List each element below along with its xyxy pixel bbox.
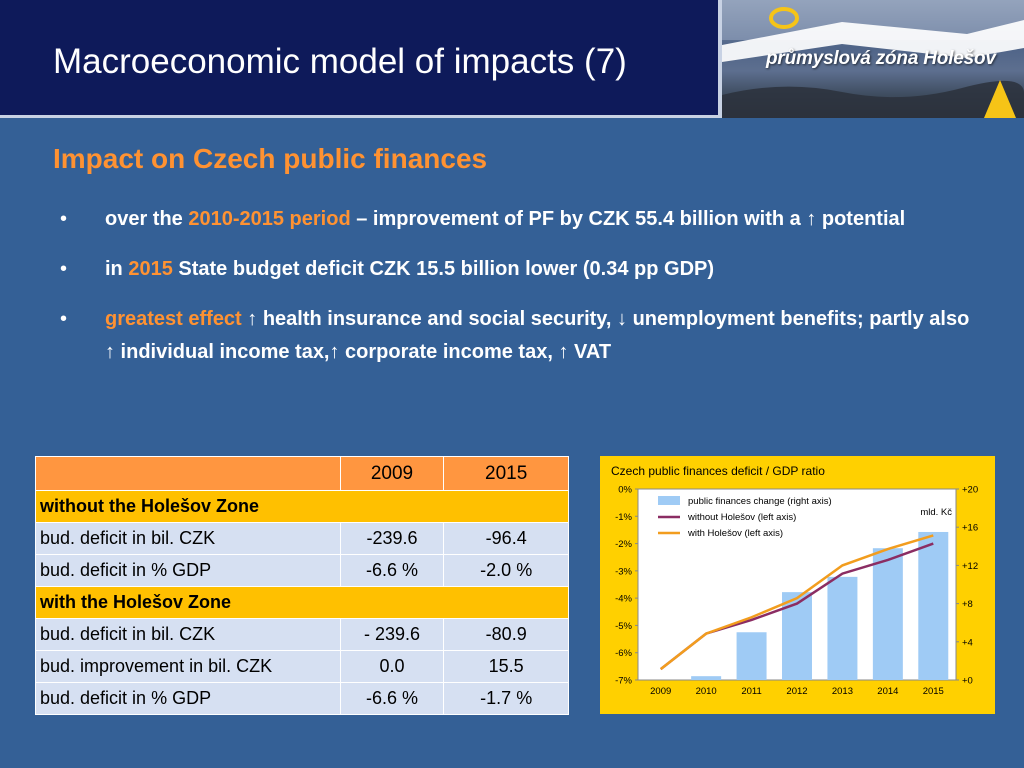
table-cell: -80.9 bbox=[443, 618, 569, 651]
right-axis-tick-label: +8 bbox=[962, 599, 973, 610]
bullet-text-segment: – improvement of PF by CZK 55.4 billion … bbox=[350, 208, 807, 230]
right-axis-tick-label: +16 bbox=[962, 523, 978, 534]
table-cell: -6.6 % bbox=[339, 682, 445, 715]
bullet-highlight: 2010-2015 period bbox=[188, 208, 351, 230]
bar bbox=[872, 548, 903, 680]
chart-title: Czech public finances deficit / GDP rati… bbox=[611, 464, 825, 478]
table-cell-label: bud. deficit in bil. CZK bbox=[35, 618, 341, 651]
table-cell: -239.6 bbox=[339, 522, 445, 555]
bar bbox=[782, 592, 812, 680]
bullet-text-segment: in bbox=[105, 258, 129, 280]
left-axis-tick-label: -7% bbox=[615, 676, 632, 687]
page-title: Macroeconomic model of impacts (7) bbox=[53, 42, 627, 81]
bullet-text-segment: potential bbox=[816, 208, 906, 230]
header-divider bbox=[718, 0, 722, 118]
bullet-item: • in 2015 State budget deficit CZK 15.5 … bbox=[60, 253, 980, 286]
up-arrow-icon: ↑ bbox=[806, 208, 817, 230]
legend-swatch bbox=[658, 496, 680, 505]
bullet-highlight: 2015 bbox=[128, 258, 173, 280]
bullet-item: • over the 2010-2015 period – improvemen… bbox=[60, 203, 980, 236]
table-row: bud. improvement in bil. CZK 0.0 15.5 bbox=[35, 650, 569, 683]
left-axis-tick-label: -6% bbox=[615, 648, 632, 659]
bullet-dot: • bbox=[60, 208, 68, 230]
bullet-item: • greatest effect ↑ health insurance and… bbox=[60, 303, 980, 369]
right-axis-tick-label: +0 bbox=[962, 676, 973, 687]
left-axis-tick-label: -3% bbox=[615, 566, 632, 577]
x-axis-tick-label: 2015 bbox=[923, 686, 944, 697]
header-bar: Macroeconomic model of impacts (7) průmy… bbox=[0, 0, 1024, 118]
table-header-row: 2009 2015 bbox=[35, 456, 569, 491]
x-axis-tick-label: 2009 bbox=[650, 686, 671, 697]
table-group-row: without the Holešov Zone bbox=[35, 490, 569, 523]
logo: průmyslová zóna Holešov bbox=[722, 0, 1024, 118]
logo-graphic bbox=[722, 0, 1024, 118]
legend-label: with Holešov (left axis) bbox=[687, 528, 783, 539]
left-axis-tick-label: -4% bbox=[615, 594, 632, 605]
table-group-label: with the Holešov Zone bbox=[35, 586, 569, 619]
bullet-dot: • bbox=[60, 308, 68, 330]
table-group-label: without the Holešov Zone bbox=[35, 490, 569, 523]
table-group-row: with the Holešov Zone bbox=[35, 586, 569, 619]
right-axis-unit-label: mld. Kč bbox=[920, 507, 952, 518]
bar bbox=[691, 676, 722, 680]
x-axis-tick-label: 2012 bbox=[786, 686, 807, 697]
table-cell-label: bud. deficit in % GDP bbox=[35, 554, 341, 587]
x-axis-tick-label: 2014 bbox=[877, 686, 898, 697]
left-axis-tick-label: -5% bbox=[615, 621, 632, 632]
x-axis-tick-label: 2010 bbox=[696, 686, 717, 697]
table-cell: -2.0 % bbox=[443, 554, 569, 587]
right-axis-tick-label: +12 bbox=[962, 561, 978, 572]
deficit-chart: Czech public finances deficit / GDP rati… bbox=[611, 464, 978, 697]
bar bbox=[918, 531, 949, 680]
deficit-table: 2009 2015 without the Holešov Zone bud. … bbox=[35, 456, 569, 715]
bullet-text-segment: ↑ health insurance and social security, … bbox=[105, 308, 970, 363]
table-header-cell: 2015 bbox=[443, 456, 569, 491]
bullet-text-segment: State budget deficit CZK 15.5 billion lo… bbox=[172, 258, 715, 280]
bullet-dot: • bbox=[60, 258, 68, 280]
table-header-cell bbox=[35, 456, 341, 491]
table-cell: 15.5 bbox=[443, 650, 569, 683]
table-cell-label: bud. deficit in bil. CZK bbox=[35, 522, 341, 555]
table-cell: 0.0 bbox=[339, 650, 445, 683]
table-cell: -6.6 % bbox=[339, 554, 445, 587]
left-axis-tick-label: -1% bbox=[615, 512, 632, 523]
table-cell: - 239.6 bbox=[339, 618, 445, 651]
bullet-highlight: greatest effect bbox=[105, 308, 242, 330]
table-row: bud. deficit in bil. CZK -239.6 -96.4 bbox=[35, 522, 569, 555]
bullet-list: • over the 2010-2015 period – improvemen… bbox=[60, 203, 980, 386]
table-cell-label: bud. improvement in bil. CZK bbox=[35, 650, 341, 683]
left-axis-tick-label: 0% bbox=[618, 485, 632, 496]
bar bbox=[736, 632, 767, 680]
legend-label: public finances change (right axis) bbox=[688, 496, 832, 507]
right-axis-tick-label: +20 bbox=[962, 485, 978, 496]
left-axis-tick-label: -2% bbox=[615, 539, 632, 550]
table-row: bud. deficit in % GDP -6.6 % -2.0 % bbox=[35, 554, 569, 587]
table-row: bud. deficit in % GDP -6.6 % -1.7 % bbox=[35, 682, 569, 715]
table-header-cell: 2009 bbox=[339, 456, 445, 491]
bullet-text-segment: over the bbox=[105, 208, 189, 230]
table-cell: -96.4 bbox=[443, 522, 569, 555]
series-line bbox=[659, 534, 934, 671]
chart-container: Czech public finances deficit / GDP rati… bbox=[600, 456, 995, 714]
table-cell: -1.7 % bbox=[443, 682, 569, 715]
table-row: bud. deficit in bil. CZK - 239.6 -80.9 bbox=[35, 618, 569, 651]
section-heading: Impact on Czech public finances bbox=[53, 143, 488, 174]
bar bbox=[827, 576, 858, 680]
legend-label: without Holešov (left axis) bbox=[687, 512, 796, 523]
table-cell-label: bud. deficit in % GDP bbox=[35, 682, 341, 715]
logo-text: průmyslová zóna Holešov bbox=[766, 48, 996, 69]
x-axis-tick-label: 2011 bbox=[741, 686, 761, 697]
x-axis-tick-label: 2013 bbox=[832, 686, 853, 697]
right-axis-tick-label: +4 bbox=[962, 637, 973, 648]
